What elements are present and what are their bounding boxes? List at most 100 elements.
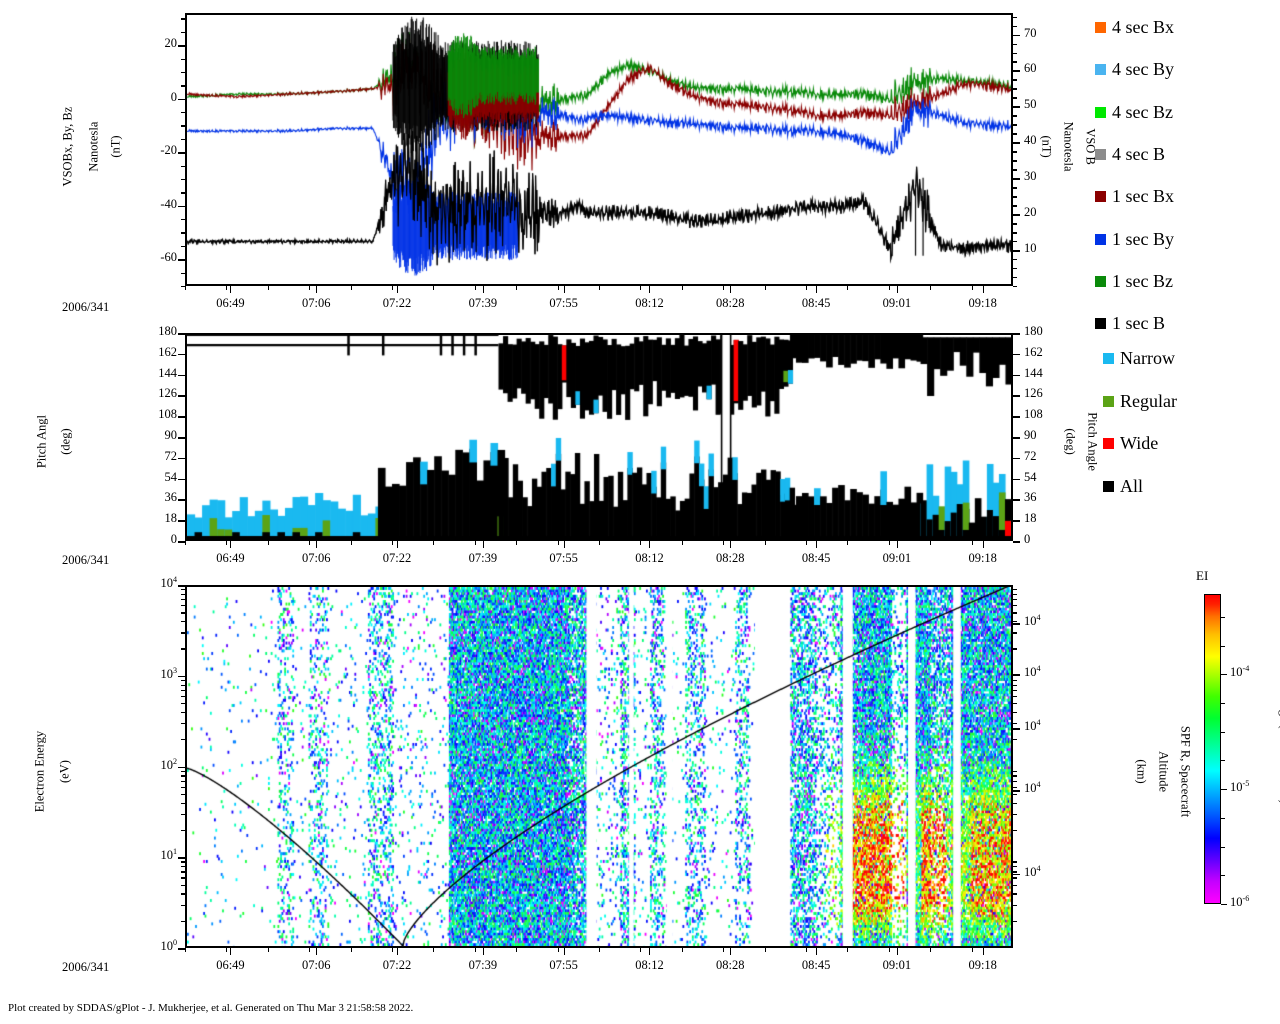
legend-item[interactable]: 4 sec Bz: [1095, 103, 1173, 121]
axis-tick: [1013, 861, 1017, 863]
axis-tick: [226, 286, 228, 290]
axis-tick: [1013, 142, 1020, 144]
axis-tick: [1013, 689, 1017, 692]
axis-tick: [178, 45, 185, 47]
axis-tick: [1013, 790, 1020, 792]
axis-tick: [1013, 866, 1017, 868]
axis-tick: [181, 793, 185, 796]
axis-tick: [1013, 416, 1020, 418]
axis-tick: [181, 884, 185, 886]
axis-tick: [1013, 61, 1017, 63]
axis-tick: [181, 689, 185, 692]
axis-tick: [1013, 605, 1017, 607]
axis-tick: [649, 286, 651, 293]
axis-tick: [181, 920, 185, 922]
axis-tick: [178, 478, 185, 481]
axis-tick: [181, 632, 185, 634]
axis-tick: [181, 829, 185, 832]
axis-tick: [1013, 813, 1017, 816]
axis-tick: [557, 948, 559, 952]
legend-item[interactable]: All: [1103, 477, 1143, 495]
axis-tick: [397, 286, 399, 293]
axis-tick: [557, 541, 559, 545]
axis-tick: [1013, 333, 1020, 335]
axis-tick: [1013, 920, 1017, 922]
axis-tick: [1013, 593, 1017, 596]
axis-tick: [1013, 133, 1017, 135]
x-axis-tick-label: 09:01: [882, 296, 912, 310]
axis-tick: [316, 948, 318, 955]
legend-item[interactable]: Narrow: [1103, 349, 1175, 367]
axis-tick: [640, 541, 642, 545]
axis-tick: [1013, 88, 1017, 90]
axis-tick-label: -20: [160, 143, 177, 158]
axis-tick: [1013, 70, 1020, 73]
axis-tick: [1013, 232, 1017, 234]
axis-tick: [971, 286, 973, 290]
legend-color-swatch: [1095, 21, 1106, 33]
legend-color-swatch: [1095, 106, 1106, 118]
colorbar-minor-tick: [1221, 760, 1225, 762]
axis-tick: [181, 18, 185, 20]
x-axis-tick-label: 06:49: [216, 551, 245, 565]
x-axis-tick-label: 07:39: [468, 296, 498, 310]
axis-tick: [482, 286, 484, 293]
magnetic-date-label: 2006/341: [62, 300, 110, 314]
axis-tick: [1013, 520, 1020, 522]
axis-tick: [181, 775, 185, 777]
x-axis-tick-label: 08:28: [716, 958, 745, 972]
axis-tick: [181, 612, 185, 614]
colorbar-minor-tick: [1221, 731, 1225, 733]
legend-item[interactable]: 4 sec B: [1095, 145, 1165, 163]
axis-tick: [896, 541, 898, 548]
axis-tick: [181, 679, 185, 682]
axis-tick: [1013, 802, 1017, 804]
x-axis-tick-label: 06:49: [216, 296, 245, 310]
axis-tick: [1013, 395, 1020, 397]
legend-color-swatch: [1103, 395, 1114, 407]
legend-item[interactable]: Wide: [1103, 434, 1158, 452]
axis-tick: [730, 286, 732, 293]
axis-tick: [474, 541, 476, 545]
spectrogram-left-axis-units: (eV): [57, 760, 72, 784]
axis-tick-label: 180: [158, 324, 177, 338]
axis-tick: [1013, 124, 1017, 126]
axis-tick: [181, 904, 185, 906]
x-axis-tick-label: 07:55: [549, 551, 578, 565]
legend-item[interactable]: 1 sec Bx: [1095, 187, 1174, 205]
axis-tick-label: -60: [160, 250, 177, 265]
axis-tick: [723, 541, 725, 545]
axis-tick: [350, 286, 352, 290]
legend-item[interactable]: 1 sec B: [1095, 314, 1165, 332]
axis-tick: [557, 286, 559, 290]
legend-item[interactable]: 4 sec By: [1095, 60, 1174, 78]
axis-tick: [1013, 884, 1017, 886]
axis-tick: [181, 219, 185, 221]
axis-tick: [181, 703, 185, 705]
axis-tick: [896, 286, 898, 293]
axis-tick: [1013, 25, 1017, 27]
axis-tick: [1013, 599, 1017, 601]
axis-tick: [1013, 623, 1020, 625]
axis-tick: [181, 138, 185, 141]
legend-item[interactable]: 1 sec By: [1095, 230, 1174, 248]
axis-tick: [482, 541, 484, 548]
legend-item[interactable]: 4 sec Bx: [1095, 18, 1174, 36]
colorbar-tick-label: 10-5: [1230, 779, 1250, 795]
legend-item-label: Regular: [1120, 391, 1177, 411]
axis-tick: [350, 948, 352, 952]
axis-tick: [181, 723, 185, 725]
x-axis-tick-label: 07:06: [302, 958, 331, 972]
axis-tick: [185, 541, 186, 545]
axis-tick: [181, 877, 185, 879]
axis-tick: [764, 541, 766, 545]
x-axis-tick-label: 07:06: [302, 551, 331, 565]
axis-tick: [178, 499, 185, 501]
axis-tick: [433, 286, 435, 290]
legend-item[interactable]: 1 sec Bz: [1095, 272, 1173, 290]
legend-item[interactable]: Regular: [1103, 392, 1177, 410]
legend-item-label: 4 sec B: [1112, 144, 1165, 164]
axis-tick-label: 104: [1024, 613, 1041, 629]
axis-tick: [723, 286, 725, 290]
axis-tick: [181, 861, 185, 863]
